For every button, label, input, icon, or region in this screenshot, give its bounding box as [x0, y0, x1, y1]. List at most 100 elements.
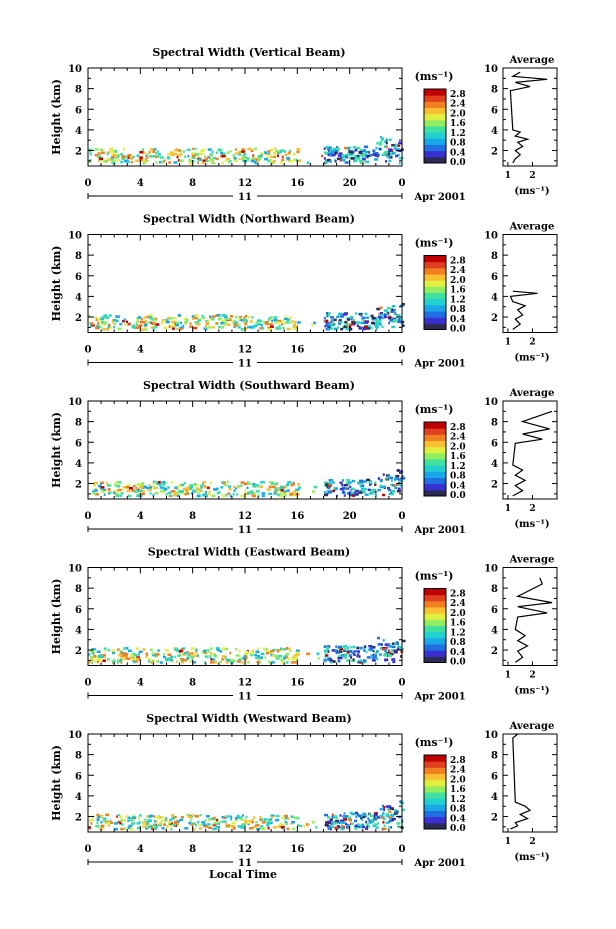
- data-pixel: [122, 319, 126, 323]
- colorbar-tick-label: 2.0: [450, 609, 466, 619]
- data-pixel: [107, 492, 110, 495]
- data-pixel: [251, 325, 254, 328]
- average-profile-line: [512, 410, 553, 497]
- data-pixel: [235, 654, 240, 657]
- data-pixel: [394, 309, 397, 312]
- data-pixel: [92, 647, 97, 651]
- data-pixel: [388, 152, 391, 156]
- data-pixel: [333, 318, 337, 322]
- data-pixel: [388, 316, 392, 320]
- data-pixel: [102, 488, 107, 492]
- data-pixel: [297, 159, 302, 163]
- data-pixel: [233, 489, 236, 492]
- data-pixel: [243, 316, 246, 320]
- heatmap-pixels: [88, 302, 405, 331]
- data-pixel: [108, 490, 111, 493]
- data-pixel: [212, 823, 217, 827]
- data-pixel: [125, 815, 129, 818]
- data-pixel: [123, 647, 127, 650]
- data-pixel: [155, 820, 158, 823]
- data-pixel: [400, 655, 403, 658]
- data-pixel: [216, 818, 219, 822]
- data-pixel: [331, 815, 335, 819]
- data-pixel: [353, 650, 356, 653]
- data-pixel: [291, 319, 294, 323]
- data-pixel: [121, 488, 124, 492]
- data-pixel: [121, 154, 125, 158]
- data-pixel: [202, 480, 206, 484]
- data-pixel: [360, 659, 363, 662]
- data-pixel: [375, 146, 378, 150]
- data-pixel: [155, 161, 158, 164]
- data-pixel: [170, 655, 173, 659]
- data-pixel: [291, 493, 296, 497]
- data-pixel: [389, 807, 394, 810]
- y-tick-label: 4: [75, 625, 82, 636]
- data-pixel: [382, 817, 386, 821]
- data-pixel: [113, 161, 116, 165]
- data-pixel: [356, 321, 361, 324]
- data-pixel: [392, 320, 397, 323]
- data-pixel: [107, 484, 112, 487]
- data-pixel: [388, 810, 392, 813]
- data-pixel: [234, 315, 238, 319]
- y-tick-label: 2: [75, 646, 82, 657]
- data-pixel: [102, 159, 107, 163]
- data-pixel: [145, 655, 148, 659]
- data-pixel: [280, 661, 284, 664]
- data-pixel: [151, 653, 155, 657]
- data-pixel: [274, 483, 277, 486]
- average-profile-line: [509, 290, 538, 330]
- colorbar-segment: [424, 631, 446, 639]
- data-pixel: [273, 151, 278, 155]
- y-tick-label: 10: [68, 397, 82, 408]
- data-pixel: [205, 494, 209, 498]
- data-pixel: [397, 318, 400, 321]
- data-pixel: [264, 151, 268, 154]
- data-pixel: [221, 655, 226, 658]
- x-tick-label: 12: [238, 345, 252, 356]
- x-tick-label: 12: [238, 844, 252, 855]
- data-pixel: [342, 155, 346, 158]
- data-pixel: [146, 315, 150, 319]
- data-pixel: [342, 821, 346, 824]
- data-pixel: [240, 494, 245, 498]
- data-pixel: [146, 815, 149, 818]
- data-pixel: [339, 315, 344, 318]
- data-pixel: [131, 657, 136, 661]
- data-pixel: [197, 494, 201, 498]
- data-pixel: [349, 327, 353, 331]
- data-pixel: [340, 654, 345, 657]
- data-pixel: [329, 827, 332, 831]
- data-pixel: [271, 815, 274, 819]
- data-pixel: [316, 652, 320, 655]
- data-pixel: [368, 644, 373, 648]
- data-pixel: [323, 493, 328, 497]
- data-pixel: [174, 822, 178, 825]
- data-pixel: [201, 822, 205, 826]
- data-pixel: [328, 491, 332, 494]
- data-pixel: [379, 484, 382, 487]
- data-pixel: [293, 158, 298, 162]
- data-pixel: [401, 808, 406, 812]
- colorbar-segment: [424, 656, 446, 663]
- data-pixel: [253, 324, 258, 327]
- data-pixel: [269, 325, 274, 328]
- data-pixel: [264, 322, 269, 325]
- data-pixel: [198, 152, 202, 156]
- data-pixel: [117, 327, 122, 331]
- data-pixel: [199, 813, 202, 817]
- data-pixel: [101, 315, 106, 319]
- data-pixel: [114, 154, 118, 157]
- colorbar-segment: [424, 95, 446, 102]
- data-pixel: [202, 159, 207, 162]
- data-pixel: [385, 805, 390, 808]
- data-pixel: [157, 823, 162, 827]
- data-pixel: [211, 315, 216, 318]
- data-pixel: [132, 816, 137, 820]
- data-pixel: [244, 322, 248, 326]
- data-pixel: [222, 482, 226, 485]
- data-pixel: [117, 813, 120, 817]
- data-pixel: [158, 160, 163, 164]
- data-pixel: [174, 149, 179, 152]
